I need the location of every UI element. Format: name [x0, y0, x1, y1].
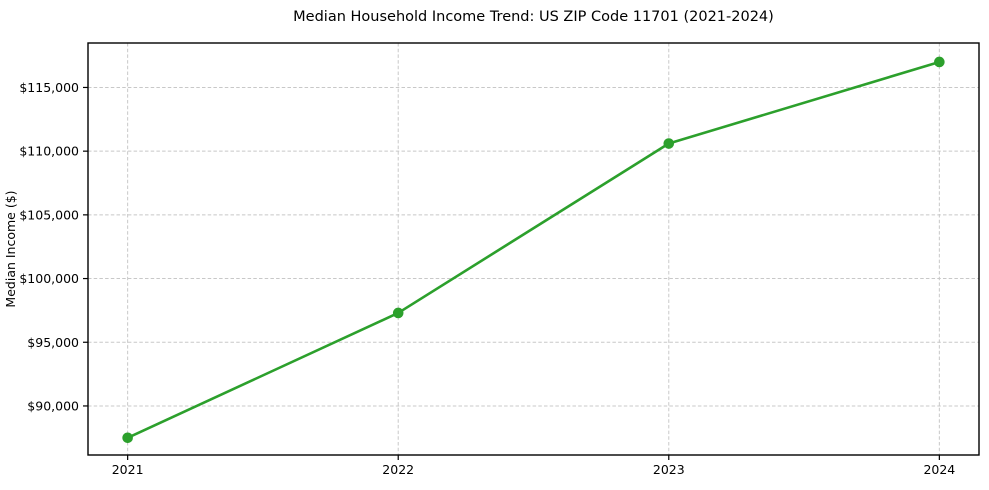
- plot-frame: [87, 42, 980, 456]
- plot-area: $90,000 $95,000 $100,000 $105,000 $110,000 $1…: [19, 42, 980, 477]
- trend-line: [126, 60, 941, 440]
- x-tick-label: 2023: [653, 462, 685, 477]
- x-tick-label: 2021: [112, 462, 144, 477]
- data-point-marker: [663, 138, 675, 149]
- data-point-marker: [934, 56, 945, 68]
- y-tick-label: $115,000: [19, 80, 79, 95]
- y-tick-label: $90,000: [27, 398, 79, 413]
- data-point-marker: [392, 307, 404, 319]
- chart-title: Median Household Income Trend: US ZIP Co…: [293, 9, 774, 25]
- data-point-marker: [122, 432, 133, 444]
- y-tick-label: $105,000: [19, 207, 79, 222]
- y-tick-label: $110,000: [19, 144, 79, 159]
- y-axis-label: Median Income ($): [3, 190, 18, 307]
- x-tick-label: 2024: [923, 462, 955, 477]
- y-tick-label: $95,000: [27, 335, 79, 350]
- x-tick-label: 2022: [382, 462, 414, 477]
- y-tick-label: $100,000: [19, 271, 79, 286]
